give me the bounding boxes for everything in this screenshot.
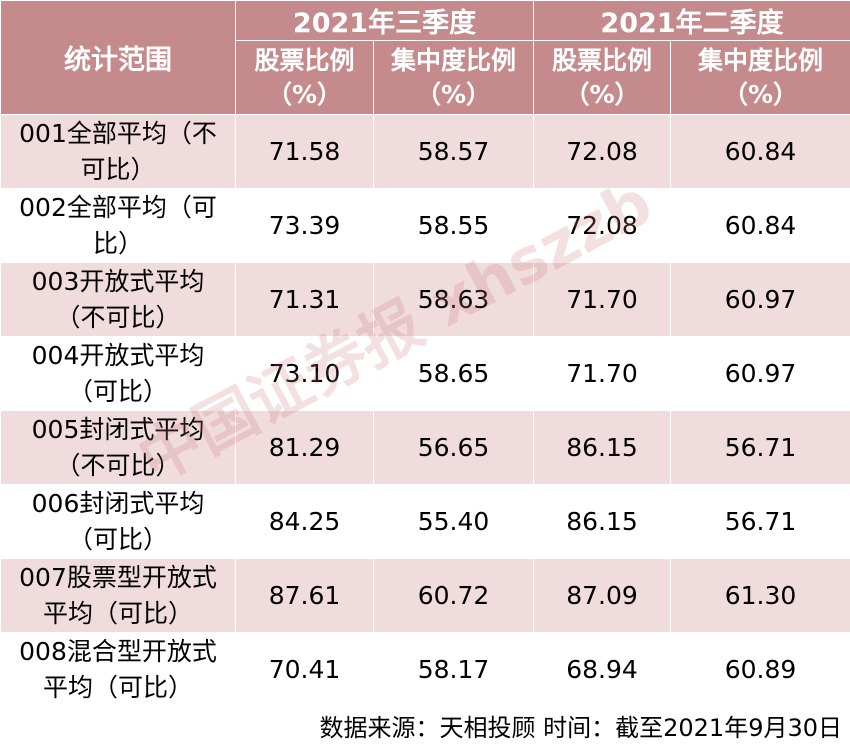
column-name: 股票比例 [551,45,652,75]
row-label: 006封闭式平均（可比） [0,484,236,559]
cell-value: 86.15 [533,410,671,485]
table-row: 001全部平均（不可比） 71.58 58.57 72.08 60.84 [0,114,850,189]
table-row: 002全部平均（可比） 73.39 58.55 72.08 60.84 [0,188,850,263]
column-unit: （%） [722,79,799,109]
cell-value: 58.57 [373,114,534,189]
cell-value: 87.61 [235,558,374,633]
cell-value: 56.65 [373,410,534,485]
cell-value: 72.08 [533,114,671,189]
cell-value: 84.25 [235,484,374,559]
column-unit: （%） [564,79,640,109]
row-label: 007股票型开放式平均（可比） [0,558,236,633]
cell-value: 71.70 [533,336,671,411]
column-header: 集中度比例 （%） [670,40,850,115]
cell-value: 73.10 [235,336,374,411]
cell-value: 71.58 [235,114,374,189]
corner-header: 统计范围 [0,0,236,115]
row-label: 008混合型开放式平均（可比） [0,632,236,707]
cell-value: 60.89 [670,632,850,707]
row-label: 005封闭式平均（不可比） [0,410,236,485]
cell-value: 61.30 [670,558,850,633]
cell-value: 56.71 [670,410,850,485]
row-label: 002全部平均（可比） [0,188,236,263]
table-row: 007股票型开放式平均（可比） 87.61 60.72 87.09 61.30 [0,558,850,633]
group-header: 2021年三季度 [235,0,534,41]
table-row: 005封闭式平均（不可比） 81.29 56.65 86.15 56.71 [0,410,850,485]
cell-value: 71.70 [533,262,671,337]
cell-value: 70.41 [235,632,374,707]
table-row: 004开放式平均（可比） 73.10 58.65 71.70 60.97 [0,336,850,411]
column-name: 集中度比例 [697,45,823,75]
row-label: 003开放式平均（不可比） [0,262,236,337]
row-label: 001全部平均（不可比） [0,114,236,189]
cell-value: 86.15 [533,484,671,559]
column-unit: （%） [266,79,343,109]
cell-value: 60.84 [670,114,850,189]
cell-value: 60.97 [670,336,850,411]
column-name: 集中度比例 [390,45,516,75]
table-row: 003开放式平均（不可比） 71.31 58.63 71.70 60.97 [0,262,850,337]
cell-value: 60.72 [373,558,534,633]
column-header: 股票比例 （%） [533,40,671,115]
cell-value: 55.40 [373,484,534,559]
group-header: 2021年二季度 [533,0,850,41]
cell-value: 81.29 [235,410,374,485]
column-name: 股票比例 [254,45,355,75]
table-row: 008混合型开放式平均（可比） 70.41 58.17 68.94 60.89 [0,632,850,707]
cell-value: 73.39 [235,188,374,263]
cell-value: 58.65 [373,336,534,411]
cell-value: 58.17 [373,632,534,707]
cell-value: 58.63 [373,262,534,337]
footer: 数据来源：天相投顾 时间：截至2021年9月30日 [319,714,842,742]
column-unit: （%） [415,79,492,109]
cell-value: 72.08 [533,188,671,263]
column-header: 股票比例 （%） [235,40,374,115]
cell-value: 60.97 [670,262,850,337]
cell-value: 87.09 [533,558,671,633]
cell-value: 68.94 [533,632,671,707]
row-label: 004开放式平均（可比） [0,336,236,411]
cell-value: 60.84 [670,188,850,263]
column-header: 集中度比例 （%） [373,40,534,115]
cell-value: 71.31 [235,262,374,337]
cell-value: 56.71 [670,484,850,559]
cell-value: 58.55 [373,188,534,263]
table-row: 006封闭式平均（可比） 84.25 55.40 86.15 56.71 [0,484,850,559]
data-table: 统计范围 2021年三季度 2021年二季度 股票比例 （%） 集中度比例 （%） 股票… [0,0,850,707]
